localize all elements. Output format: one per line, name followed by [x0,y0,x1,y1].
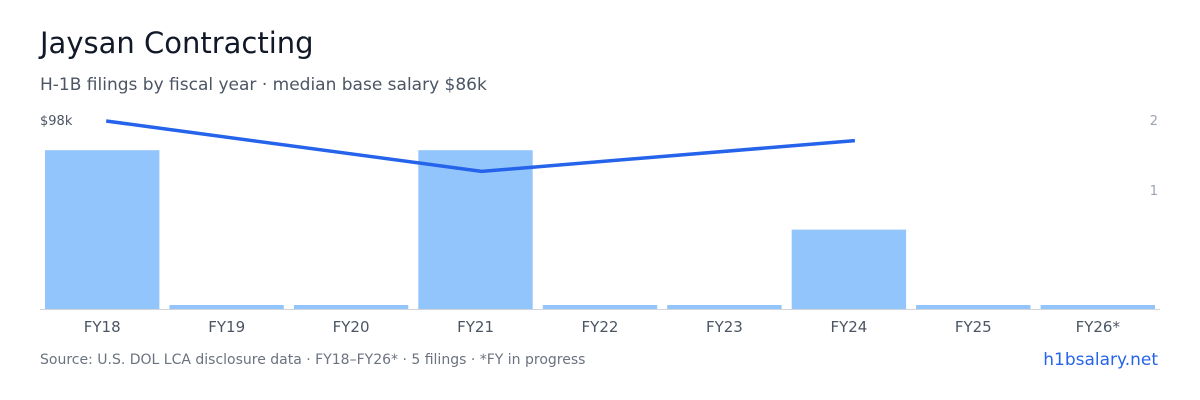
source-note: Source: U.S. DOL LCA disclosure data · F… [40,352,586,368]
left-axis-tick: $98k [40,114,73,129]
bar-fy18 [45,150,160,309]
right-axis-tick: 2 [1150,114,1158,129]
chart-subtitle: H-1B filings by fiscal year · median bas… [40,75,487,95]
x-tick-label: FY20 [333,318,370,336]
bar-fy21 [418,150,533,309]
chart-title: Jaysan Contracting [40,26,314,60]
bar-fy22 [542,305,658,309]
x-tick-label: FY26* [1076,318,1121,336]
bar-fy26-partial [1040,305,1155,309]
bar-fy23 [667,305,782,309]
x-tick-label: FY25 [955,318,992,336]
brand-link[interactable]: h1bsalary.net [1043,350,1158,370]
x-tick-label: FY18 [84,318,121,336]
x-tick-label: FY23 [706,318,743,336]
right-axis-tick: 1 [1150,184,1158,199]
bar-fy25 [916,305,1031,309]
x-tick-label: FY22 [582,318,619,336]
x-tick-label: FY19 [208,318,245,336]
salary-line [105,119,856,174]
bar-fy20 [293,305,409,309]
bar-fy24 [791,229,907,309]
x-tick-label: FY21 [457,318,494,336]
bar-fy19 [169,305,284,309]
x-tick-label: FY24 [830,318,867,336]
